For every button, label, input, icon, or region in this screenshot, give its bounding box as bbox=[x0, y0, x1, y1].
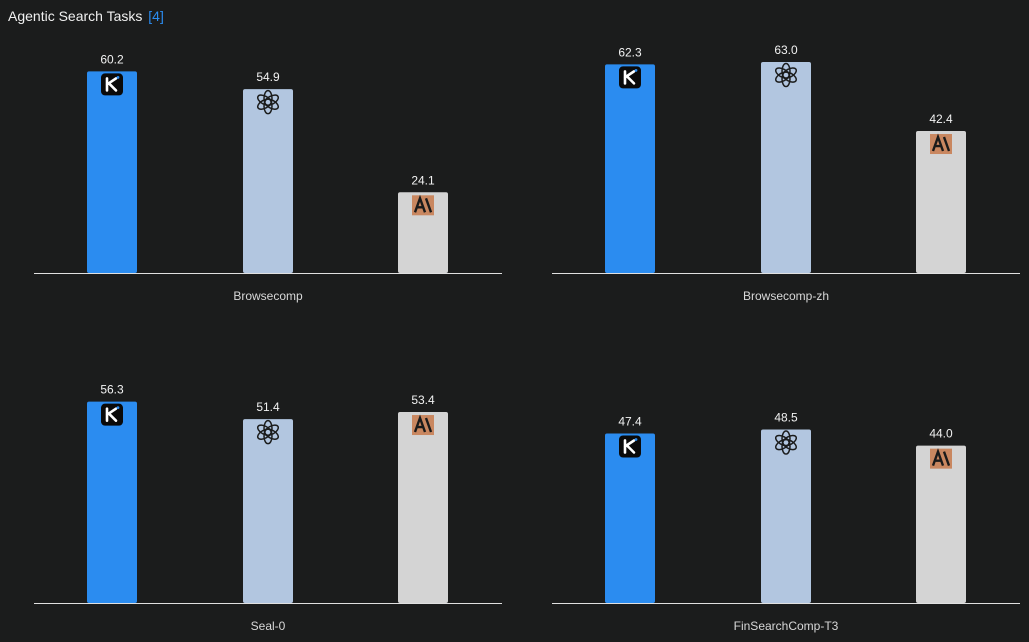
openai-logo-petal bbox=[256, 94, 273, 107]
x-axis-label: Browsecomp bbox=[233, 289, 303, 303]
chart-panel: 47.4 48.5 44.0 FinSearchComp-T3 bbox=[552, 411, 1020, 633]
section-title-text: Agentic Search Tasks bbox=[8, 8, 143, 24]
kimi-logo-dot bbox=[116, 76, 120, 79]
anthropic-logo-icon bbox=[412, 414, 434, 436]
chart-panel: 60.2 54.9 24.1 Browsecomp bbox=[34, 52, 502, 303]
bar-value-label: 24.1 bbox=[411, 173, 435, 187]
openai-logo-petal bbox=[774, 434, 791, 447]
bar bbox=[605, 433, 655, 603]
anthropic-logo-icon bbox=[412, 194, 434, 216]
x-axis-label: FinSearchComp-T3 bbox=[734, 619, 839, 633]
bar-value-label: 51.4 bbox=[256, 400, 280, 414]
reference-link[interactable]: [4] bbox=[148, 8, 164, 24]
kimi-logo-icon bbox=[619, 435, 641, 458]
chart-panel: 62.3 63.0 42.4 Browsecomp-zh bbox=[552, 43, 1020, 303]
kimi-logo-bg bbox=[619, 435, 641, 458]
openai-logo-icon bbox=[774, 430, 798, 455]
kimi-logo-dot bbox=[634, 438, 638, 441]
bar-value-label: 62.3 bbox=[618, 45, 642, 59]
openai-logo-icon bbox=[256, 89, 280, 115]
bar bbox=[243, 419, 293, 603]
bar-value-label: 60.2 bbox=[100, 52, 124, 66]
bar bbox=[916, 445, 966, 603]
bar bbox=[87, 71, 137, 274]
bar bbox=[243, 89, 293, 273]
anthropic-logo-a bbox=[931, 448, 951, 467]
bar-value-label: 53.4 bbox=[411, 393, 435, 407]
bar-value-label: 44.0 bbox=[929, 427, 953, 441]
openai-logo-icon bbox=[774, 62, 798, 88]
bar bbox=[916, 131, 966, 273]
anthropic-logo-a bbox=[413, 194, 433, 213]
kimi-logo-icon bbox=[101, 73, 123, 96]
kimi-logo-icon bbox=[101, 403, 123, 426]
chart-panel: 56.3 51.4 53.4 Seal-0 bbox=[34, 383, 502, 633]
openai-logo-petal bbox=[256, 424, 273, 437]
anthropic-logo-a bbox=[413, 414, 433, 433]
kimi-logo-k bbox=[105, 77, 118, 92]
anthropic-logo-icon bbox=[930, 448, 952, 469]
openai-logo-petal bbox=[774, 67, 791, 79]
kimi-logo-k bbox=[623, 439, 636, 454]
bar-value-label: 48.5 bbox=[774, 411, 798, 425]
bar bbox=[761, 429, 811, 603]
bar bbox=[87, 401, 137, 603]
kimi-logo-k bbox=[623, 70, 636, 85]
x-axis-label: Browsecomp-zh bbox=[743, 289, 829, 303]
kimi-logo-dot bbox=[116, 406, 120, 410]
bar bbox=[398, 192, 448, 273]
kimi-logo-bg bbox=[101, 403, 123, 426]
kimi-logo-k bbox=[105, 407, 118, 422]
kimi-logo-bg bbox=[101, 73, 123, 96]
kimi-logo-bg bbox=[619, 66, 641, 89]
anthropic-logo-icon bbox=[930, 133, 952, 155]
bar bbox=[605, 64, 655, 273]
kimi-logo-dot bbox=[634, 68, 638, 72]
anthropic-logo-a bbox=[931, 133, 951, 152]
bar-value-label: 56.3 bbox=[100, 383, 124, 397]
bar bbox=[761, 62, 811, 273]
bar-value-label: 63.0 bbox=[774, 43, 798, 57]
bar-value-label: 54.9 bbox=[256, 70, 280, 84]
kimi-logo-icon bbox=[619, 66, 641, 89]
section-title: Agentic Search Tasks [4] bbox=[8, 8, 164, 24]
openai-logo-icon bbox=[256, 419, 280, 445]
x-axis-label: Seal-0 bbox=[251, 619, 286, 633]
bar-value-label: 42.4 bbox=[929, 112, 953, 126]
bar bbox=[398, 412, 448, 603]
bar-value-label: 47.4 bbox=[618, 414, 642, 428]
